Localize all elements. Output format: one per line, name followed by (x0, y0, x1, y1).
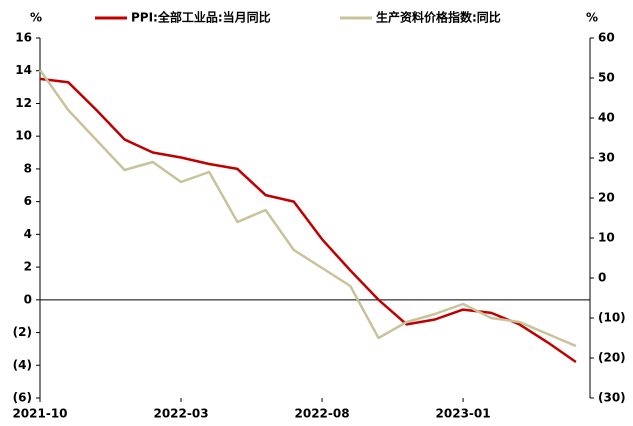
y-tick-label: 0 (24, 292, 32, 306)
y-tick-label: 16 (15, 31, 32, 45)
y2-tick-label: 10 (598, 231, 615, 245)
y2-tick-label: 50 (598, 71, 615, 85)
x-tick-label: 2022-03 (153, 407, 208, 421)
y-tick-label: (6) (13, 391, 32, 405)
y2-tick-label: (10) (598, 311, 626, 325)
y-tick-label: 8 (24, 161, 32, 175)
x-tick-label: 2023-01 (436, 407, 491, 421)
y-tick-label: 2 (24, 260, 32, 274)
y-tick-label: (2) (13, 325, 32, 339)
y-tick-label: 14 (15, 63, 32, 77)
y2-axis-unit: % (586, 11, 598, 25)
y2-tick-label: (30) (598, 391, 626, 405)
legend-label: 生产资料价格指数:同比 (376, 10, 501, 25)
y-tick-label: (4) (13, 358, 32, 372)
y-tick-label: 4 (24, 227, 32, 241)
y2-tick-label: 40 (598, 111, 615, 125)
legend-label: PPI:全部工业品:当月同比 (131, 10, 271, 25)
y2-tick-label: 30 (598, 151, 615, 165)
y-tick-label: 12 (15, 96, 32, 110)
series-line (38, 69, 577, 348)
series-line (39, 77, 577, 364)
y2-tick-label: (20) (598, 351, 626, 365)
x-tick-label: 2022-08 (295, 407, 350, 421)
y-tick-label: 6 (24, 194, 32, 208)
y2-tick-label: 60 (598, 31, 615, 45)
y-tick-label: 10 (15, 129, 32, 143)
y-axis-unit: % (30, 11, 42, 25)
y2-tick-label: 20 (598, 191, 615, 205)
x-tick-label: 2021-10 (12, 407, 67, 421)
y2-tick-label: 0 (598, 271, 606, 285)
